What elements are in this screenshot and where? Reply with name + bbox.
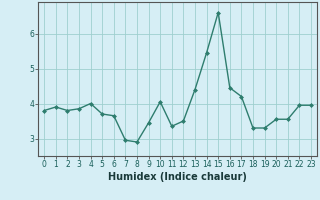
X-axis label: Humidex (Indice chaleur): Humidex (Indice chaleur)	[108, 172, 247, 182]
